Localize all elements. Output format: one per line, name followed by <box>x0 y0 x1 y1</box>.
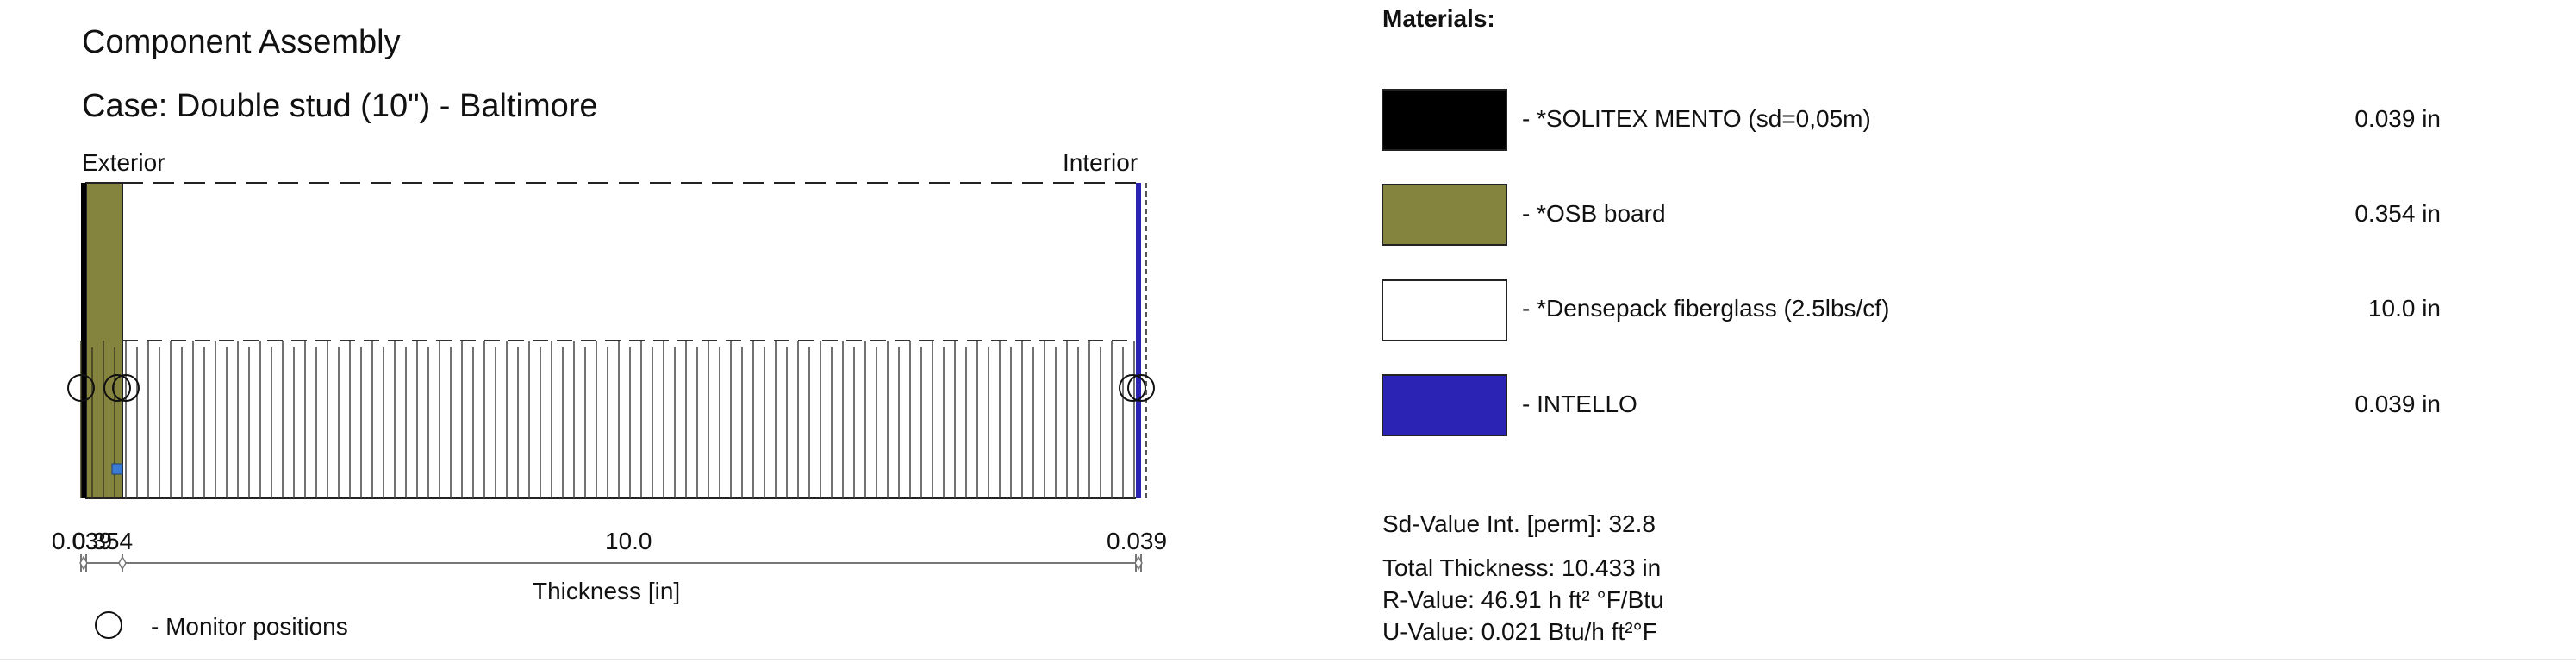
material-name-solitex: - *SOLITEX MENTO (sd=0,05m) <box>1522 105 1871 132</box>
bottom-divider <box>0 659 2576 660</box>
assembly-diagram <box>67 182 1155 639</box>
interior-label: Interior <box>1063 149 1138 176</box>
material-name-osb: - *OSB board <box>1522 200 1666 227</box>
material-thickness-fiberglass: 10.0 in <box>2367 295 2441 322</box>
material-name-fiberglass: - *Densepack fiberglass (2.5lbs/cf) <box>1522 295 1890 322</box>
axis-tick-marker <box>79 555 88 571</box>
solitex-mento-layer <box>81 183 86 498</box>
axis-tick-marker <box>1134 555 1143 571</box>
tick-label-osb: 0.354 <box>72 528 134 554</box>
monitor-positions-legend-label: - Monitor positions <box>151 613 348 640</box>
material-thickness-osb: 0.354 in <box>2355 200 2441 227</box>
material-name-intello: - INTELLO <box>1522 391 1637 417</box>
total-thickness: Total Thickness: 10.433 in <box>1382 554 1662 581</box>
tick-label-fiberglass: 10.0 <box>605 528 652 554</box>
axis-tick-marker <box>118 555 127 571</box>
material-swatch-intello <box>1382 374 1507 436</box>
sensor-marker-icon <box>111 463 123 475</box>
monitor-position-circle <box>1119 374 1146 402</box>
material-thickness-intello: 0.039 in <box>2355 391 2441 417</box>
monitor-position-circle <box>1127 374 1155 402</box>
material-swatch-fiberglass <box>1382 279 1507 341</box>
tick-label-intello: 0.039 <box>1107 528 1168 554</box>
exterior-label: Exterior <box>82 149 165 176</box>
legend-monitor-circle <box>95 611 122 639</box>
material-swatch-solitex <box>1382 89 1507 151</box>
page-title: Component Assembly <box>82 24 401 60</box>
monitor-position-circle <box>103 374 131 402</box>
monitor-position-circle <box>112 374 140 402</box>
materials-heading: Materials: <box>1382 5 1495 32</box>
tick-label-solitex: 0.039 <box>52 528 113 554</box>
material-thickness-solitex: 0.039 in <box>2355 105 2441 132</box>
sd-value: Sd-Value Int. [perm]: 32.8 <box>1382 510 1656 537</box>
u-value: U-Value: 0.021 Btu/h ft²°F <box>1382 618 1657 645</box>
thickness-axis-label: Thickness [in] <box>533 578 681 604</box>
r-value: R-Value: 46.91 h ft² °F/Btu <box>1382 586 1664 613</box>
material-swatch-osb <box>1382 184 1507 246</box>
case-title: Case: Double stud (10") - Baltimore <box>82 88 598 124</box>
monitor-position-circle <box>67 374 95 402</box>
intello-layer <box>1136 183 1141 498</box>
densepack-fiberglass-layer <box>80 340 1136 498</box>
